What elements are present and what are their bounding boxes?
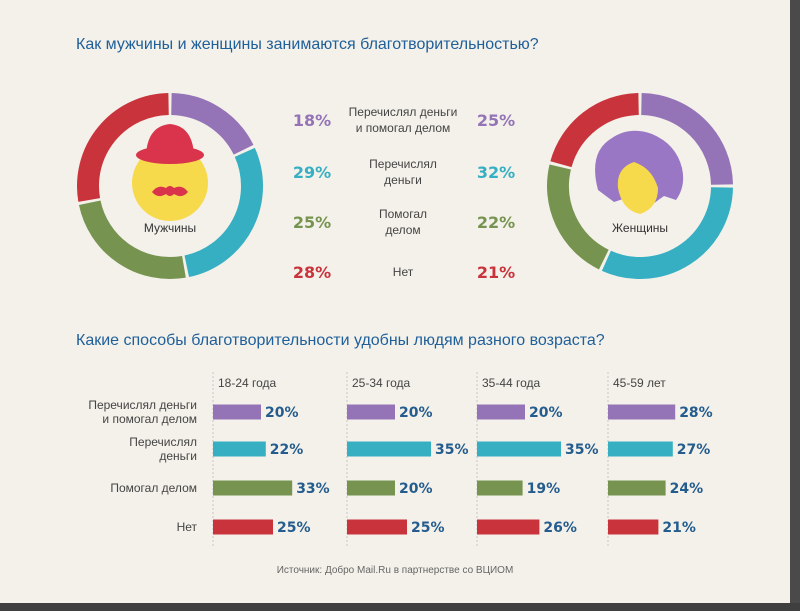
bar-label-3-1: 20% bbox=[529, 405, 563, 421]
women-percent-1: 25% bbox=[477, 111, 515, 130]
bar-4-3 bbox=[608, 480, 666, 496]
women-slice-2 bbox=[601, 186, 733, 279]
women-slice-3 bbox=[547, 164, 609, 270]
age-group-label-3: 35-44 года bbox=[482, 376, 541, 390]
legend-category-1-line-2: и помогал делом bbox=[356, 121, 451, 135]
women-donut-label: Женщины bbox=[612, 221, 668, 235]
bar-label-4-1: 28% bbox=[679, 405, 713, 421]
bar-label-4-3: 24% bbox=[670, 481, 704, 497]
bar-3-1 bbox=[477, 404, 525, 420]
man-with-hat-and-mustache-icon bbox=[132, 124, 208, 221]
legend-category-2-line-2: деньги bbox=[384, 173, 422, 187]
women-slice-1 bbox=[640, 93, 733, 186]
bar-4-2 bbox=[608, 441, 673, 457]
source-note: Источник: Добро Mail.Ru в партнерстве со… bbox=[276, 565, 514, 576]
bar-category-1-line-2: и помогал делом bbox=[102, 412, 197, 426]
age-group-label-4: 45-59 лет bbox=[613, 376, 666, 390]
bar-category-2-line-1: Перечислял bbox=[129, 435, 197, 449]
men-slice-3 bbox=[78, 200, 186, 279]
legend-category-2-line-1: Перечислял bbox=[369, 157, 437, 171]
bar-3-4 bbox=[477, 519, 540, 535]
bar-4-1 bbox=[608, 404, 676, 420]
bar-label-3-4: 26% bbox=[543, 520, 577, 536]
legend-category-4-line-1: Нет bbox=[393, 265, 414, 279]
bar-category-1-line-1: Перечислял деньги bbox=[88, 398, 197, 412]
women-percent-3: 22% bbox=[477, 213, 515, 232]
window-edge-bottom bbox=[0, 603, 800, 611]
women-percent-2: 32% bbox=[477, 163, 515, 182]
bar-category-2-line-2: деньги bbox=[159, 449, 197, 463]
bar-2-4 bbox=[347, 519, 407, 535]
bar-1-2 bbox=[213, 441, 266, 457]
woman-with-purple-hair-icon bbox=[595, 130, 684, 214]
charity-infographic: Мужчины Женщины 18% 29% 25% 28% 25% 32% 22% 21%… bbox=[77, 93, 733, 546]
bar-1-3 bbox=[213, 480, 293, 496]
men-percent-2: 29% bbox=[293, 163, 331, 182]
men-donut-label: Мужчины bbox=[144, 221, 196, 235]
women-percent-4: 21% bbox=[477, 263, 515, 282]
bar-label-2-2: 35% bbox=[435, 442, 469, 458]
bar-category-3-line-1: Помогал делом bbox=[110, 481, 197, 495]
men-percent-1: 18% bbox=[293, 111, 331, 130]
bar-label-3-2: 35% bbox=[565, 442, 599, 458]
age-section-title: Какие способы благотворительности удобны… bbox=[76, 332, 605, 349]
legend-percentages: 18% 29% 25% 28% 25% 32% 22% 21% Перечислял деньг… bbox=[293, 105, 515, 282]
bar-label-2-3: 20% bbox=[399, 481, 433, 497]
bar-label-2-1: 20% bbox=[399, 405, 433, 421]
bar-label-1-3: 33% bbox=[296, 481, 330, 497]
age-group-label-1: 18-24 года bbox=[218, 376, 277, 390]
bar-1-4 bbox=[213, 519, 273, 535]
bar-label-3-3: 19% bbox=[527, 481, 561, 497]
bar-3-3 bbox=[477, 480, 523, 496]
legend-category-1-line-1: Перечислял деньги bbox=[349, 105, 458, 119]
bar-label-1-2: 22% bbox=[270, 442, 304, 458]
men-slice-1 bbox=[170, 93, 254, 156]
legend-category-3-line-2: делом bbox=[385, 223, 420, 237]
bar-label-2-4: 25% bbox=[411, 520, 445, 536]
bar-4-4 bbox=[608, 519, 659, 535]
men-percent-3: 25% bbox=[293, 213, 331, 232]
bar-2-1 bbox=[347, 404, 395, 420]
men-percent-4: 28% bbox=[293, 263, 331, 282]
bar-label-4-4: 21% bbox=[662, 520, 696, 536]
bar-3-2 bbox=[477, 441, 561, 457]
gender-section-title: Как мужчины и женщины занимаются благотв… bbox=[76, 36, 539, 53]
bar-2-2 bbox=[347, 441, 431, 457]
women-slice-4 bbox=[550, 93, 640, 168]
bar-category-4-line-1: Нет bbox=[177, 520, 198, 534]
bar-1-1 bbox=[213, 404, 261, 420]
men-slice-2 bbox=[184, 147, 263, 278]
age-bar-chart: 18-24 года 20% 22% 33% 25% 25-34 года 20% 35% 20… bbox=[88, 372, 713, 546]
legend-category-3-line-1: Помогал bbox=[379, 207, 427, 221]
age-group-label-2: 25-34 года bbox=[352, 376, 411, 390]
bar-label-1-1: 20% bbox=[265, 405, 299, 421]
women-donut-chart: Женщины bbox=[547, 93, 733, 279]
window-edge-right bbox=[790, 0, 800, 611]
bar-label-4-2: 27% bbox=[677, 442, 711, 458]
men-slice-4 bbox=[77, 93, 170, 202]
bar-label-1-4: 25% bbox=[277, 520, 311, 536]
men-donut-chart: Мужчины bbox=[77, 93, 263, 279]
bar-2-3 bbox=[347, 480, 395, 496]
